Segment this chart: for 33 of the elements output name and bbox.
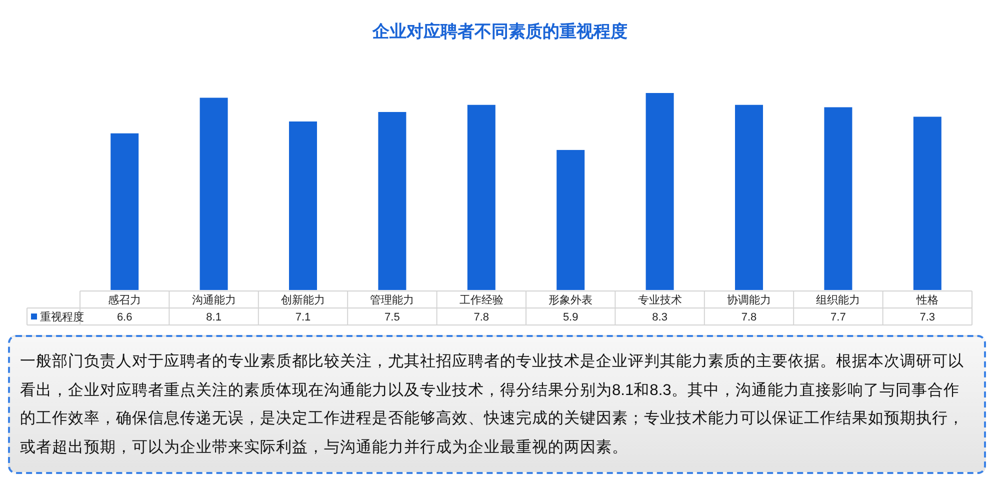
x-tick-label: 管理能力 (370, 294, 414, 306)
data-label: 8.3 (652, 312, 668, 324)
bar (646, 93, 674, 290)
legend-label: 重视程度 (40, 310, 84, 324)
x-tick-label: 专业技术 (638, 294, 682, 306)
data-label: 7.5 (384, 312, 400, 324)
x-tick-label: 组织能力 (816, 294, 860, 306)
x-tick-label: 形象外表 (548, 294, 593, 306)
bar (467, 104, 496, 290)
text: 一般部门负责人对于应聘者的专业素质都比较关注，尤其社招应聘者的专业技术是企业评判其能力素质的主要依据。根据本次调研可以看出，企业对应聘者重点关注的素质体现在沟通能力以及专业技术，得分结果分别为8.1和8.3。其中，沟通能力直接影响了与同事合作的工作效率，确保信息传递无误，是决定工作进程是否能够高效、快速完成的关键因素；专业技术能力可以保证工作结果如预期执行，或者超出预期，可以为企业带来实际利益，与沟通能力并行成为企业最重视的两因素。 (8, 335, 986, 474)
bar (378, 112, 406, 290)
data-label: 8.1 (206, 312, 222, 324)
x-tick-label: 感召力 (108, 294, 142, 306)
data-label: 6.6 (116, 312, 132, 324)
x-tick-label: 沟通能力 (192, 294, 236, 306)
x-tick-label: 创新能力 (281, 294, 325, 306)
data-label: 7.7 (830, 312, 846, 324)
chart-title: 企业对应聘者不同素质的重视程度 (372, 22, 628, 41)
data-label: 7.8 (741, 312, 757, 324)
x-tick-label: 协调能力 (727, 294, 771, 306)
bar (735, 104, 763, 290)
data-label: 7.1 (295, 312, 311, 324)
x-tick-label: 工作经验 (459, 294, 504, 306)
bar (289, 121, 317, 290)
x-tick-label: 性格 (915, 294, 938, 306)
bar (556, 150, 585, 290)
bar (110, 133, 139, 290)
bar (200, 98, 228, 290)
bar (824, 107, 852, 290)
data-label: 7.3 (920, 312, 936, 324)
data-label: 7.8 (474, 312, 490, 324)
bar (913, 116, 942, 290)
data-label: 5.9 (562, 312, 578, 324)
